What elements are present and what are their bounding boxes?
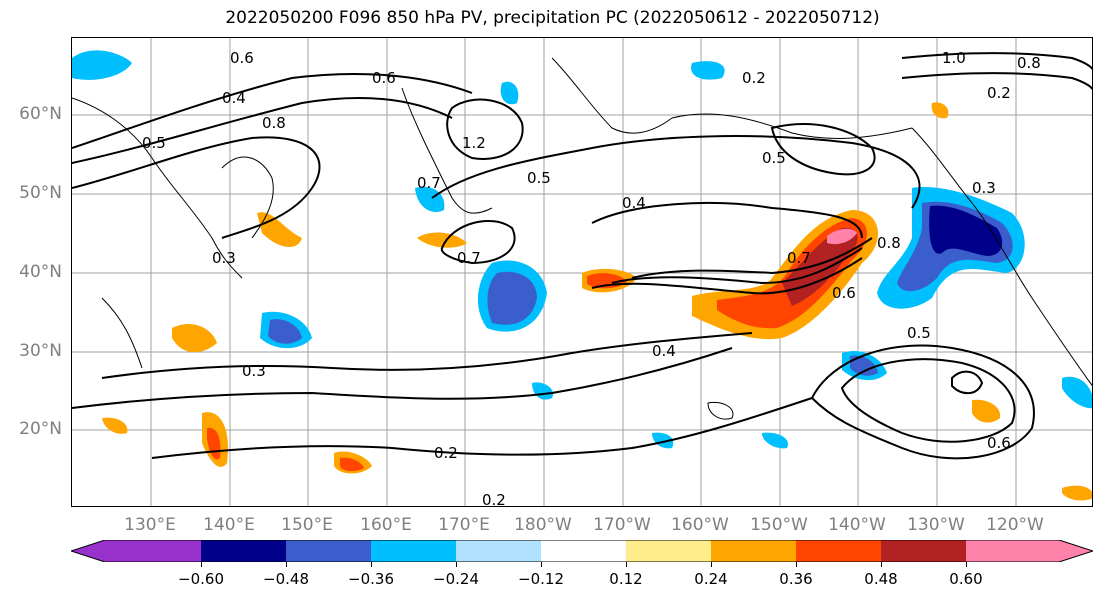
colorbar-tick-label: 0.24 [694, 570, 728, 588]
lon-label: 180°W [514, 515, 572, 535]
colorbar-tickmark [966, 562, 967, 567]
contour-label: 0.3 [212, 249, 236, 267]
contour-label: 1.0 [942, 49, 966, 67]
coastlines [72, 57, 1092, 420]
lat-label: 60°N [19, 104, 62, 124]
colorbar [71, 540, 1093, 562]
lon-label: 140°E [203, 515, 255, 535]
colorbar-tickmark [796, 562, 797, 567]
colorbar-tickmark [541, 562, 542, 567]
contour-label-group: 0.6 0.4 0.5 0.6 0.8 1.2 0.2 0.5 0.4 0.3 … [142, 49, 1041, 507]
contour-label: 0.2 [482, 491, 506, 507]
colorbar-tickmark [456, 562, 457, 567]
lon-label: 150°W [750, 515, 808, 535]
contour-label: 0.6 [372, 69, 396, 87]
lon-label: 130°E [124, 515, 176, 535]
lon-label: 160°W [671, 515, 729, 535]
colorbar-tickmark [286, 562, 287, 567]
colorbar-segment [711, 540, 796, 562]
plot-title: 2022050200 F096 850 hPa PV, precipitatio… [225, 8, 880, 28]
lon-label: 150°E [281, 515, 333, 535]
colorbar-tick-label: 0.48 [864, 570, 898, 588]
colorbar-tickmark [881, 562, 882, 567]
colorbar-tickmark [201, 562, 202, 567]
colorbar-segment [71, 540, 105, 562]
colorbar-segment [456, 540, 541, 562]
colorbar-segment [881, 540, 966, 562]
contour-label: 0.5 [907, 324, 931, 342]
colorbar-tick-label: −0.12 [518, 570, 564, 588]
map-panel: 0.6 0.4 0.5 0.6 0.8 1.2 0.2 0.5 0.4 0.3 … [71, 37, 1093, 507]
colorbar-tickmark [626, 562, 627, 567]
colorbar-tickmark [371, 562, 372, 567]
colorbar-tick-label: −0.60 [178, 570, 224, 588]
colorbar-segment [1059, 540, 1093, 562]
colorbar-segment [541, 540, 626, 562]
lon-label: 120°W [986, 515, 1044, 535]
contour-label: 0.7 [457, 249, 481, 267]
colorbar-segment [201, 540, 286, 562]
colorbar-tick-label: 0.12 [609, 570, 643, 588]
contour-label: 0.2 [742, 69, 766, 87]
colorbar-segment [626, 540, 711, 562]
contour-label: 0.5 [762, 149, 786, 167]
colorbar-segment [105, 540, 201, 562]
contour-label: 0.4 [222, 89, 246, 107]
contour-label: 0.2 [434, 444, 458, 462]
lon-label: 170°W [593, 515, 651, 535]
pv-contours [72, 52, 1092, 460]
contour-label: 0.3 [972, 179, 996, 197]
contour-label: 0.3 [242, 362, 266, 380]
lon-label: 160°E [360, 515, 412, 535]
colorbar-tick-label: 0.60 [949, 570, 983, 588]
lon-label: 170°E [438, 515, 490, 535]
contour-label: 0.6 [832, 284, 856, 302]
lat-label: 40°N [19, 262, 62, 282]
contour-label: 0.6 [230, 49, 254, 67]
colorbar-tick-label: 0.36 [779, 570, 813, 588]
colorbar-segment [286, 540, 371, 562]
map-canvas: 0.6 0.4 0.5 0.6 0.8 1.2 0.2 0.5 0.4 0.3 … [72, 38, 1092, 507]
contour-label: 0.7 [417, 174, 441, 192]
contour-label: 1.2 [462, 134, 486, 152]
contour-label: 0.2 [987, 84, 1011, 102]
lat-label: 50°N [19, 183, 62, 203]
contour-label: 0.8 [877, 234, 901, 252]
colorbar-tick-label: −0.24 [433, 570, 479, 588]
colorbar-segment [966, 540, 1059, 562]
contour-label: 0.5 [527, 169, 551, 187]
lon-label: 140°W [828, 515, 886, 535]
contour-label: 0.6 [987, 434, 1011, 452]
colorbar-tickmark [711, 562, 712, 567]
colorbar-segment [371, 540, 456, 562]
colorbar-segment [796, 540, 881, 562]
lon-label: 130°W [907, 515, 965, 535]
contour-label: 0.4 [622, 194, 646, 212]
colorbar-tick-label: −0.48 [263, 570, 309, 588]
contour-label: 0.8 [1017, 54, 1041, 72]
contour-label: 0.4 [652, 342, 676, 360]
contour-label: 0.5 [142, 134, 166, 152]
colorbar-tick-label: −0.36 [348, 570, 394, 588]
contour-label: 0.7 [787, 249, 811, 267]
precip-shading [72, 50, 1092, 501]
contour-label: 0.8 [262, 114, 286, 132]
lat-label: 20°N [19, 419, 62, 439]
lat-label: 30°N [19, 341, 62, 361]
